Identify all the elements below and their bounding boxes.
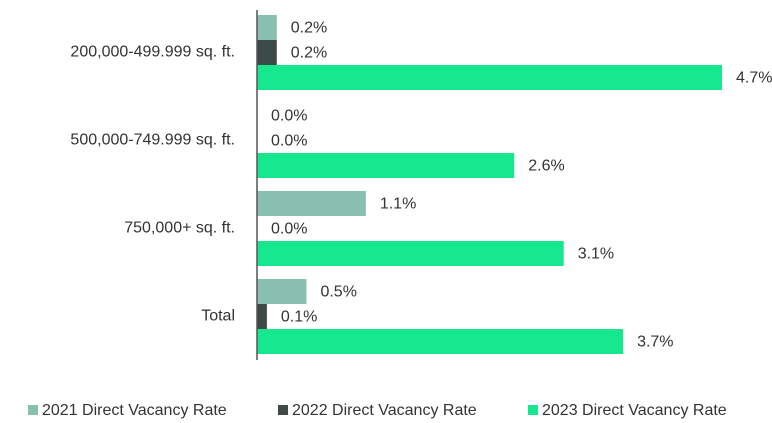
legend-label: 2023 Direct Vacancy Rate xyxy=(542,402,727,419)
legend-label: 2021 Direct Vacancy Rate xyxy=(42,402,227,419)
category-label: 500,000-749.999 sq. ft. xyxy=(70,132,235,149)
bar xyxy=(257,279,307,304)
data-label: 0.1% xyxy=(281,309,317,326)
category-label: 750,000+ sq. ft. xyxy=(124,220,235,237)
data-label: 0.0% xyxy=(271,221,307,238)
data-label: 0.2% xyxy=(291,20,327,37)
category-label: 200,000-499.999 sq. ft. xyxy=(70,44,235,61)
legend-label: 2022 Direct Vacancy Rate xyxy=(292,402,477,419)
category-label: Total xyxy=(201,308,235,325)
bar xyxy=(257,191,366,216)
legend-swatch xyxy=(28,405,38,415)
bar xyxy=(257,241,564,266)
legend-swatch xyxy=(278,405,288,415)
data-label: 1.1% xyxy=(380,196,416,213)
legend-swatch xyxy=(528,405,538,415)
data-label: 3.1% xyxy=(578,246,614,263)
data-label: 0.5% xyxy=(320,284,356,301)
data-label: 4.7% xyxy=(736,70,772,87)
bar xyxy=(257,329,624,354)
data-label: 0.0% xyxy=(271,133,307,150)
data-label: 3.7% xyxy=(637,334,673,351)
bar xyxy=(257,40,277,65)
data-label: 2.6% xyxy=(528,158,564,175)
bar xyxy=(257,65,722,90)
data-label: 0.2% xyxy=(291,45,327,62)
data-label: 0.0% xyxy=(271,108,307,125)
bar xyxy=(257,15,277,40)
bar xyxy=(257,153,515,178)
bar xyxy=(257,304,267,329)
